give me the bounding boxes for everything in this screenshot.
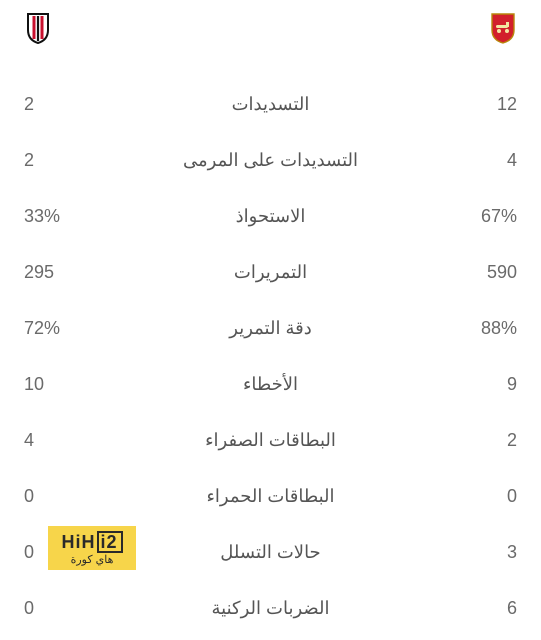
stat-away-value: 10 [24,374,94,395]
stat-home-value: 2 [447,430,517,451]
stat-label: البطاقات الصفراء [94,430,447,451]
stat-away-value: 0 [24,598,94,619]
stat-label: التسديدات [94,94,447,115]
stat-row: 4 التسديدات على المرمى 2 [24,132,517,188]
stat-row: 590 التمريرات 295 [24,244,517,300]
stat-row: 67% الاستحواذ 33% [24,188,517,244]
watermark-line1b: i2 [97,531,123,553]
stat-away-value: 0 [24,486,94,507]
watermark-line1a: HiH [62,532,96,552]
away-team-crest [24,12,52,44]
stat-home-value: 4 [447,150,517,171]
stat-label: دقة التمرير [94,318,447,339]
home-team-crest [489,12,517,44]
stat-row: 2 البطاقات الصفراء 4 [24,412,517,468]
watermark-line2: هاي كورة [71,555,114,566]
stat-label: الاستحواذ [94,206,447,227]
stat-home-value: 12 [447,94,517,115]
stat-row: 12 التسديدات 2 [24,76,517,132]
stat-label: البطاقات الحمراء [94,486,447,507]
stat-label: التسديدات على المرمى [94,150,447,171]
stat-home-value: 0 [447,486,517,507]
stat-away-value: 72% [24,318,94,339]
teams-header [24,8,517,48]
stat-home-value: 590 [447,262,517,283]
stat-away-value: 2 [24,150,94,171]
stat-home-value: 67% [447,206,517,227]
stat-home-value: 3 [447,542,517,563]
stat-away-value: 33% [24,206,94,227]
watermark-badge: HiHi2 هاي كورة [48,526,136,570]
stat-label: الضربات الركنية [94,598,447,619]
stat-home-value: 9 [447,374,517,395]
stat-away-value: 2 [24,94,94,115]
stat-label: حالات التسلل [94,542,447,563]
stat-row: 9 الأخطاء 10 [24,356,517,412]
watermark-line1: HiHi2 [62,531,123,553]
stat-row: 0 البطاقات الحمراء 0 [24,468,517,524]
stat-home-value: 88% [447,318,517,339]
stat-away-value: 4 [24,430,94,451]
stat-row: 6 الضربات الركنية 0 [24,580,517,636]
stat-home-value: 6 [447,598,517,619]
stat-row: 88% دقة التمرير 72% [24,300,517,356]
stat-label: التمريرات [94,262,447,283]
stat-label: الأخطاء [94,374,447,395]
stat-away-value: 295 [24,262,94,283]
